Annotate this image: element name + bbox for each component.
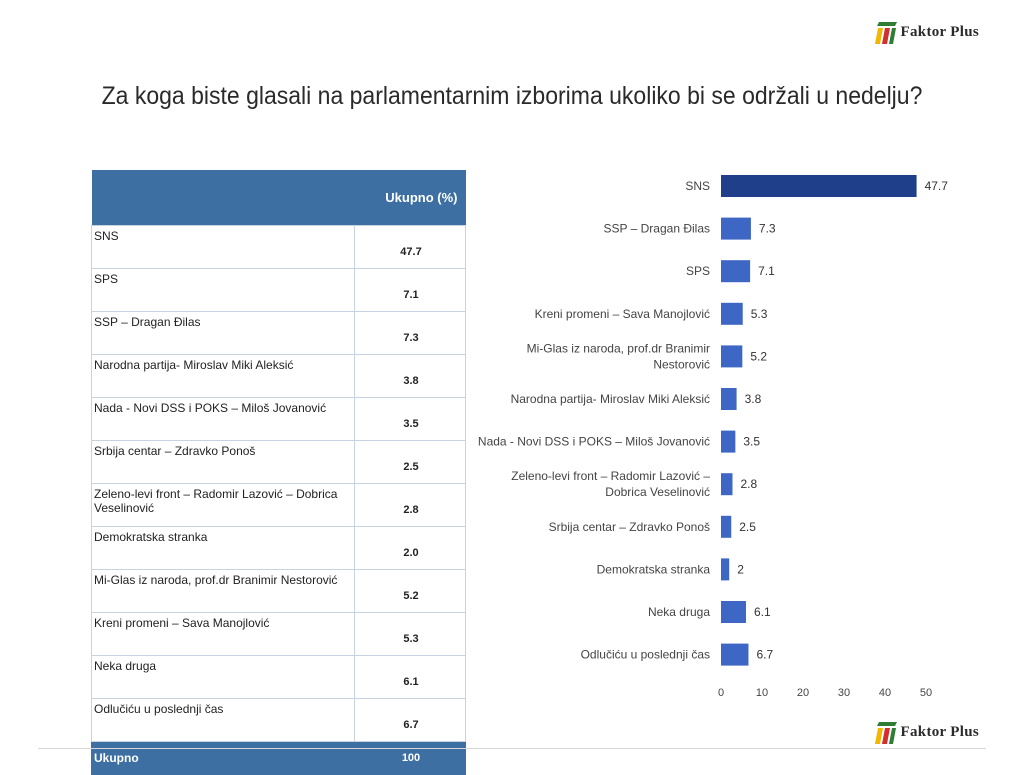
table-party-value: 6.7 <box>354 698 466 742</box>
bar <box>721 515 732 538</box>
x-tick-label: 10 <box>756 687 768 699</box>
x-tick-label: 50 <box>920 687 932 699</box>
table-party-name: Neka druga <box>91 655 355 699</box>
bar-value-label: 5.2 <box>750 349 767 363</box>
table-body: SNS 47.7 SPS 7.1 SSP – Dragan Đilas 7.3 Narodn… <box>91 225 466 742</box>
bar <box>721 175 917 197</box>
category-label: Demokratska stranka <box>597 562 711 576</box>
bar-value-label: 47.7 <box>925 179 949 193</box>
table-row: SNS 47.7 <box>91 225 466 269</box>
bar-value-label: 7.3 <box>759 222 776 236</box>
brand-logo-top: Faktor Plus <box>874 20 979 44</box>
table-party-name: Zeleno-levi front – Radomir Lazović – Do… <box>91 483 355 527</box>
table-row: Neka druga 6.1 <box>91 655 466 699</box>
brand-name: Faktor Plus <box>900 723 979 740</box>
bar-value-label: 6.7 <box>756 648 773 662</box>
category-label: Srbija centar – Zdravko Ponoš <box>549 520 710 534</box>
brand-logo-bottom: Faktor Plus <box>874 720 979 744</box>
table-party-value: 7.1 <box>354 268 466 312</box>
faktor-plus-logo-icon <box>874 22 897 44</box>
table-party-value: 3.5 <box>354 397 466 441</box>
footer-divider <box>38 748 986 749</box>
bar-value-label: 5.3 <box>751 307 768 321</box>
table-row: Odlučiću u poslednji čas 6.7 <box>91 698 466 742</box>
table-party-name: Narodna partija- Miroslav Miki Aleksić <box>91 354 355 398</box>
category-label: SSP – Dragan Đilas <box>604 222 711 236</box>
category-label: Mi-Glas iz naroda, prof.dr Branimir Nesto… <box>527 341 710 371</box>
x-tick-label: 30 <box>838 687 850 699</box>
table-row: Zeleno-levi front – Radomir Lazović – Do… <box>91 483 466 527</box>
category-label: Odlučiću u poslednji čas <box>581 648 710 662</box>
table-row: Demokratska stranka 2.0 <box>91 526 466 570</box>
category-label: SNS <box>685 179 710 193</box>
table-party-value: 5.3 <box>354 612 466 656</box>
bar <box>721 302 743 325</box>
x-tick-label: 40 <box>879 687 891 699</box>
bar-value-label: 3.8 <box>745 392 762 406</box>
table-row: Srbija centar – Zdravko Ponoš 2.5 <box>91 440 466 484</box>
x-tick-label: 0 <box>718 687 724 699</box>
x-tick-label: 20 <box>797 687 809 699</box>
bar-value-label: 2.8 <box>740 477 757 491</box>
bar-value-label: 6.1 <box>754 605 771 619</box>
table-party-name: Nada - Novi DSS i POKS – Miloš Jovanović <box>91 397 355 441</box>
table-row: SPS 7.1 <box>91 268 466 312</box>
table-row: Narodna partija- Miroslav Miki Aleksić 3.… <box>91 354 466 398</box>
brand-name: Faktor Plus <box>900 23 979 40</box>
bar-value-label: 3.5 <box>743 435 760 449</box>
table-party-name: Kreni promeni – Sava Manojlović <box>91 612 355 656</box>
table-row: Kreni promeni – Sava Manojlović 5.3 <box>91 612 466 656</box>
table-party-name: SSP – Dragan Đilas <box>91 311 355 355</box>
chart-title: Za koga biste glasali na parlamentarnim … <box>101 82 923 110</box>
bar <box>721 558 730 581</box>
bar-value-label: 2.5 <box>739 520 756 534</box>
bar <box>721 643 749 666</box>
table-row: SSP – Dragan Đilas 7.3 <box>91 311 466 355</box>
category-label: Kreni promeni – Sava Manojlović <box>535 307 710 321</box>
table-party-value: 47.7 <box>354 225 466 269</box>
category-label: Nada - Novi DSS i POKS – Miloš Jovanović <box>478 435 710 449</box>
bar-value-label: 7.1 <box>758 264 775 278</box>
category-label: Neka druga <box>648 605 710 619</box>
table-row: Nada - Novi DSS i POKS – Miloš Jovanović… <box>91 397 466 441</box>
category-label: Zeleno-levi front – Radomir Lazović – Dob… <box>511 469 710 499</box>
bar-value-label: 2 <box>737 562 744 576</box>
bar <box>721 430 736 453</box>
bar <box>721 217 751 240</box>
table-row: Mi-Glas iz naroda, prof.dr Branimir Nest… <box>91 569 466 613</box>
bar <box>721 345 743 368</box>
table-header-row: Ukupno (%) <box>91 170 466 226</box>
bar <box>721 601 747 623</box>
table-party-name: SPS <box>91 268 355 312</box>
category-label: Narodna partija- Miroslav Miki Aleksić <box>511 392 710 406</box>
table-party-value: 6.1 <box>354 655 466 699</box>
table-header-total: Ukupno (%) <box>354 170 466 226</box>
table-header-empty <box>91 170 355 226</box>
faktor-plus-logo-icon <box>874 722 897 744</box>
table-party-name: Srbija centar – Zdravko Ponoš <box>91 440 355 484</box>
category-label: SPS <box>686 264 710 278</box>
table-party-name: Mi-Glas iz naroda, prof.dr Branimir Nest… <box>91 569 355 613</box>
bar <box>721 260 751 283</box>
bar <box>721 388 737 410</box>
bar <box>721 473 733 496</box>
